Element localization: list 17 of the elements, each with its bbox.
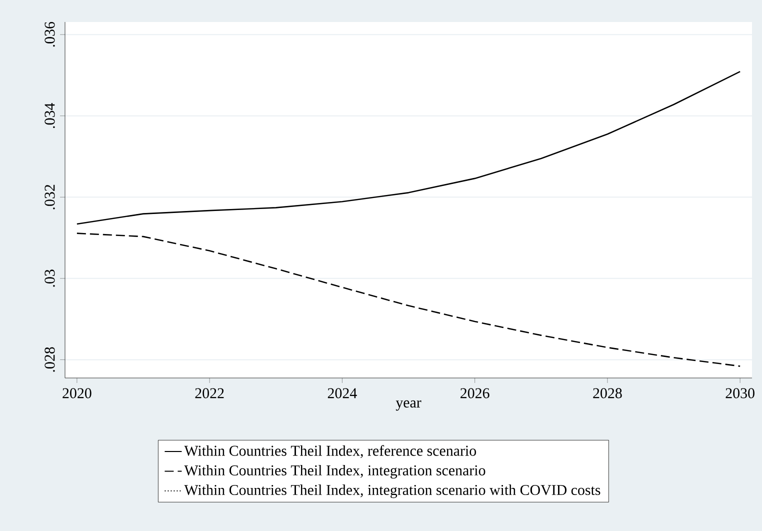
y-tick-label: .032 <box>44 184 55 210</box>
x-tick-label: 2024 <box>328 388 357 398</box>
x-tick-label: 2026 <box>460 388 490 398</box>
x-tick-label: 2028 <box>593 388 622 398</box>
legend-label: Within Countries Theil Index, integration scenario <box>184 464 486 479</box>
x-axis-title: year <box>396 400 422 411</box>
y-tick-label: .036 <box>44 22 55 47</box>
x-tick-label: 2020 <box>62 388 92 398</box>
y-tick-label: .03 <box>44 270 55 287</box>
line-series <box>76 232 741 367</box>
y-tick-label: .028 <box>44 347 55 372</box>
y-tick-label: .034 <box>44 103 55 128</box>
x-tick-label: 2030 <box>726 388 754 398</box>
x-tick-label: 2022 <box>195 388 224 398</box>
line-series <box>76 70 741 225</box>
legend-label: Within Countries Theil Index, reference scenario <box>184 445 476 458</box>
legend-label: Within Countries Theil Index, integration scenario with COVID costs <box>184 484 600 498</box>
